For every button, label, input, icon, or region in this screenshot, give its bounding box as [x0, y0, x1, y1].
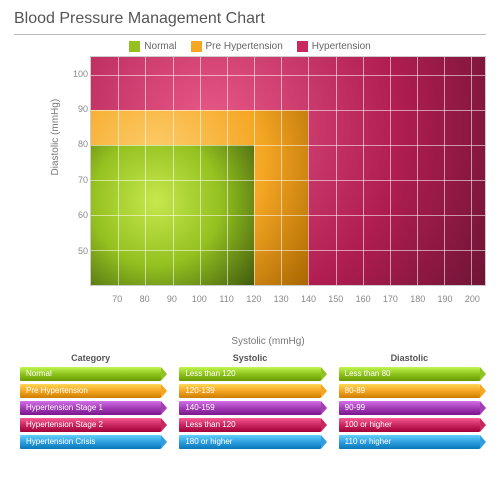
category-table: Category Normal Pre Hypertension Hypertensi…	[14, 353, 486, 449]
table-column: Systolic Less than 120 120-139 140-159 Less …	[173, 353, 326, 449]
table-cell-arrow: Pre Hypertension	[20, 384, 161, 398]
y-tick: 90	[70, 104, 88, 114]
x-tick: 80	[140, 294, 150, 304]
x-tick: 70	[112, 294, 122, 304]
x-tick: 190	[438, 294, 453, 304]
table-cell-arrow: Hypertension Stage 2	[20, 418, 161, 432]
x-tick: 150	[328, 294, 343, 304]
table-column: Category Normal Pre Hypertension Hypertensi…	[14, 353, 167, 449]
x-tick: 140	[301, 294, 316, 304]
legend-label: Pre Hypertension	[206, 41, 283, 52]
column-header: Diastolic	[333, 353, 486, 363]
y-tick: 50	[70, 246, 88, 256]
chart-grid	[90, 56, 486, 286]
x-tick: 200	[465, 294, 480, 304]
y-tick: 100	[70, 69, 88, 79]
x-tick: 110	[219, 294, 233, 304]
legend: Normal Pre Hypertension Hypertension	[14, 41, 486, 52]
legend-label: Normal	[144, 41, 176, 52]
table-cell-arrow: Hypertension Stage 1	[20, 401, 161, 415]
legend-swatch	[297, 41, 308, 52]
table-cell-arrow: 180 or higher	[179, 435, 320, 449]
bp-chart-container: Blood Pressure Management Chart Normal Pr…	[0, 0, 500, 500]
chart-title: Blood Pressure Management Chart	[14, 10, 486, 35]
table-cell-arrow: 100 or higher	[339, 418, 480, 432]
table-cell-arrow: 80-89	[339, 384, 480, 398]
x-tick: 90	[167, 294, 177, 304]
x-tick: 100	[192, 294, 207, 304]
legend-label: Hypertension	[312, 41, 371, 52]
table-cell-arrow: Normal	[20, 367, 161, 381]
column-header: Category	[14, 353, 167, 363]
table-cell-arrow: 140-159	[179, 401, 320, 415]
y-tick: 60	[70, 210, 88, 220]
x-tick: 120	[246, 294, 261, 304]
legend-item: Pre Hypertension	[191, 41, 283, 52]
x-tick: 130	[274, 294, 289, 304]
table-cell-arrow: Hypertension Crisis	[20, 435, 161, 449]
legend-swatch	[191, 41, 202, 52]
x-tick: 170	[383, 294, 398, 304]
column-header: Systolic	[173, 353, 326, 363]
legend-item: Hypertension	[297, 41, 371, 52]
chart-area: Diastolic (mmHg) 50 60 70 80 90 100 70 80 90 100 1…	[50, 56, 486, 306]
table-column: Diastolic Less than 80 80-89 90-99 100 or hi…	[333, 353, 486, 449]
table-cell-arrow: Less than 120	[179, 418, 320, 432]
x-tick: 160	[356, 294, 371, 304]
table-cell-arrow: Less than 120	[179, 367, 320, 381]
legend-swatch	[129, 41, 140, 52]
x-axis-label: Systolic (mmHg)	[50, 336, 486, 347]
watermark-id: #45888444	[0, 405, 2, 460]
y-axis-label: Diastolic (mmHg)	[50, 99, 61, 176]
table-cell-arrow: 120-139	[179, 384, 320, 398]
table-cell-arrow: 90-99	[339, 401, 480, 415]
legend-item: Normal	[129, 41, 176, 52]
table-cell-arrow: 110 or higher	[339, 435, 480, 449]
y-tick: 80	[70, 139, 88, 149]
y-tick: 70	[70, 175, 88, 185]
x-tick: 180	[410, 294, 425, 304]
table-cell-arrow: Less than 80	[339, 367, 480, 381]
